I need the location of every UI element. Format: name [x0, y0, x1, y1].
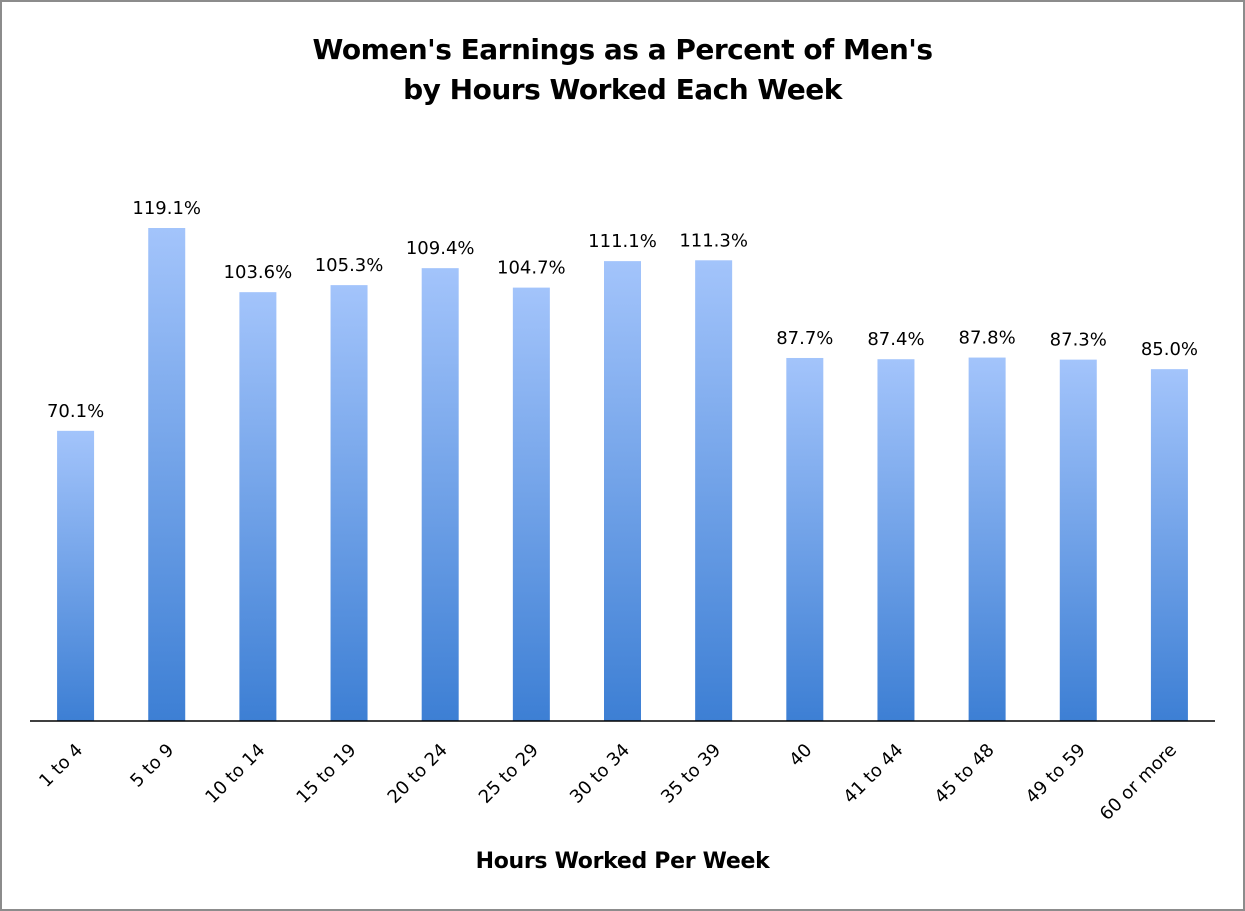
x-tick-label-7: 30 to 34 [566, 740, 634, 808]
x-tick-label-13: 60 or more [1096, 740, 1181, 825]
data-label-11: 87.8% [959, 328, 1016, 349]
bar-11 [968, 357, 1006, 721]
x-tick-label-5: 20 to 24 [384, 740, 452, 808]
bar-12 [1059, 359, 1097, 721]
bars-group [57, 228, 1188, 721]
bar-9 [786, 357, 824, 721]
x-tick-label-4: 15 to 19 [292, 740, 360, 808]
data-label-7: 111.1% [588, 231, 657, 252]
bar-1 [57, 430, 95, 721]
bar-6 [512, 287, 550, 721]
x-tick-label-3: 10 to 14 [201, 740, 269, 808]
x-tick-labels-group: 1 to 4 5 to 9 10 to 14 15 to 19 20 to 24 25 t… [35, 740, 1181, 825]
bar-10 [877, 359, 915, 721]
data-label-12: 87.3% [1050, 330, 1107, 351]
data-label-3: 103.6% [224, 262, 293, 283]
data-label-4: 105.3% [315, 255, 384, 276]
bar-3 [239, 292, 277, 721]
data-label-5: 109.4% [406, 238, 475, 259]
x-tick-label-10: 41 to 44 [839, 740, 907, 808]
data-label-2: 119.1% [132, 198, 201, 219]
data-label-8: 111.3% [679, 230, 748, 251]
bar-7 [604, 261, 641, 721]
data-label-10: 87.4% [867, 329, 924, 350]
bar-4 [330, 285, 368, 721]
x-axis-title: Hours Worked Per Week [475, 849, 770, 874]
bar-5 [421, 268, 459, 721]
data-label-13: 85.0% [1141, 339, 1198, 360]
x-tick-label-1: 1 to 4 [35, 740, 87, 792]
data-labels-group: 70.1% 119.1% 103.6% 105.3% 109.4% 104.7% 111.1… [47, 198, 1198, 422]
chart-title-line-1: Women's Earnings as a Percent of Men's [312, 33, 933, 66]
bar-2 [148, 228, 186, 721]
chart-title-line-2: by Hours Worked Each Week [403, 73, 842, 106]
x-tick-label-9: 40 [785, 740, 816, 771]
chart-title: Women's Earnings as a Percent of Men's b… [0, 30, 1245, 110]
x-tick-label-11: 45 to 48 [931, 740, 999, 808]
data-label-1: 70.1% [47, 401, 104, 422]
x-tick-label-2: 5 to 9 [126, 740, 178, 792]
data-label-9: 87.7% [776, 328, 833, 349]
x-tick-label-12: 49 to 59 [1022, 740, 1090, 808]
data-label-6: 104.7% [497, 258, 566, 279]
bar-13 [1150, 369, 1188, 721]
bar-8 [695, 260, 733, 721]
x-tick-label-6: 25 to 29 [475, 740, 543, 808]
x-tick-label-8: 35 to 39 [657, 740, 725, 808]
